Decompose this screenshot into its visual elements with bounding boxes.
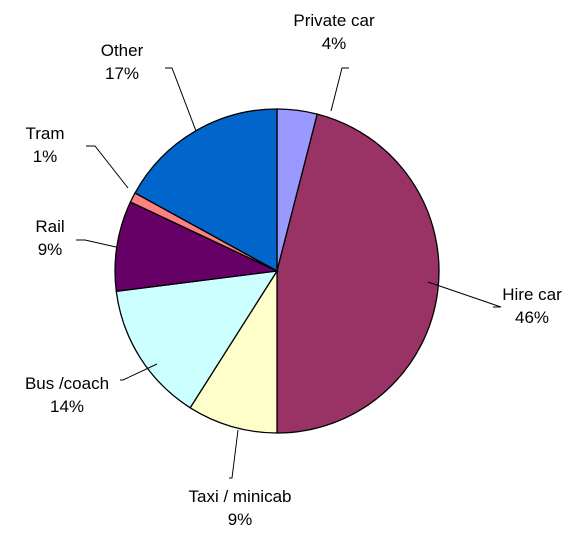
- slice-label-percent: 4%: [322, 34, 347, 53]
- slice-label-bus-coach: Bus /coach 14%: [25, 374, 109, 416]
- slice-label-name: Tram: [25, 124, 64, 143]
- pie-slice-hire-car: [276, 113, 440, 434]
- slice-label-hire-car: Hire car 46%: [502, 285, 562, 327]
- leader-lines: [76, 67, 502, 479]
- leader-line-private-car: [330, 67, 349, 112]
- slice-label-percent: 1%: [33, 147, 58, 166]
- pie-slice-rail: [114, 201, 280, 293]
- slice-label-percent: 14%: [50, 397, 84, 416]
- slice-label-taxi-minicab: Taxi / minicab 9%: [189, 487, 292, 529]
- pie-slice-bus-coach: [115, 270, 279, 409]
- leader-line-rail: [76, 239, 117, 248]
- slice-label-private-car: Private car 4%: [293, 11, 375, 53]
- slice-label-percent: 9%: [38, 240, 63, 259]
- pie-slices: [114, 108, 440, 434]
- leader-line-tram: [86, 145, 129, 189]
- leader-line-other: [165, 67, 197, 132]
- leader-line-hire-car: [427, 281, 502, 308]
- slice-label-name: Rail: [35, 217, 64, 236]
- slice-label-rail: Rail 9%: [35, 217, 64, 259]
- pie-slice-taxi-minicab: [189, 268, 278, 434]
- slice-label-percent: 46%: [515, 308, 549, 327]
- slice-label-name: Bus /coach: [25, 374, 109, 393]
- slice-label-name: Taxi / minicab: [189, 487, 292, 506]
- slice-labels: Private car 4% Hire car 46% Taxi / minicab 9%…: [25, 11, 562, 529]
- slice-label-percent: 9%: [228, 510, 253, 529]
- leader-line-taxi-minicab: [229, 429, 239, 479]
- leader-line-bus-coach: [120, 363, 158, 381]
- slice-label-tram: Tram 1%: [25, 124, 64, 166]
- slice-label-name: Other: [101, 41, 144, 60]
- slice-label-other: Other 17%: [101, 41, 144, 83]
- slice-label-percent: 17%: [105, 64, 139, 83]
- slice-label-name: Private car: [293, 11, 375, 30]
- slice-label-name: Hire car: [502, 285, 562, 304]
- pie-slice-other: [134, 108, 278, 273]
